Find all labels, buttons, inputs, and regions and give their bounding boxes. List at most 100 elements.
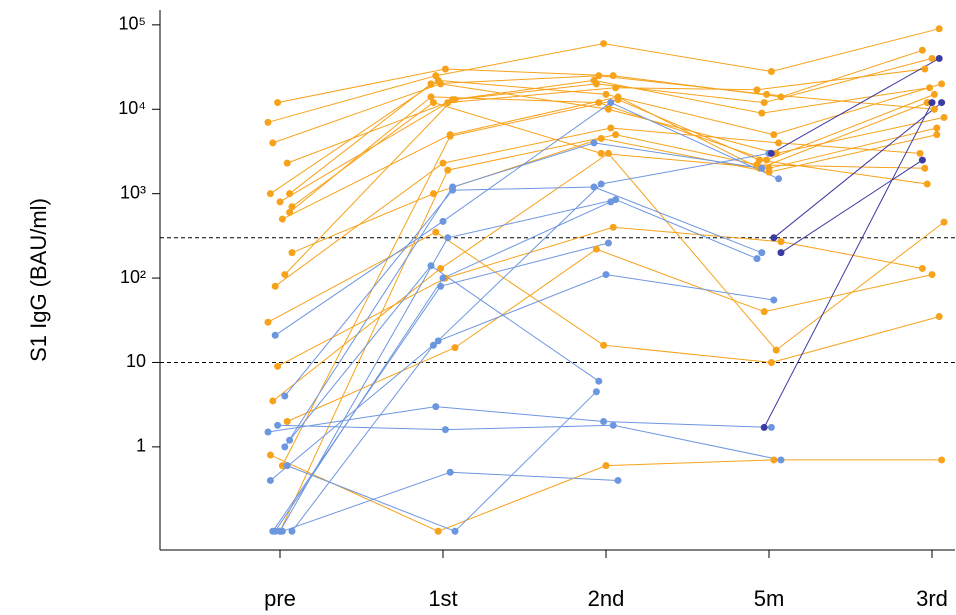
data-point	[938, 80, 946, 88]
series-line	[287, 391, 597, 532]
series-line	[780, 159, 923, 254]
data-point	[439, 274, 447, 282]
series-line	[274, 127, 921, 287]
data-point	[777, 249, 785, 257]
data-point	[444, 234, 452, 242]
data-point	[437, 264, 445, 272]
data-point	[918, 156, 926, 164]
data-point	[451, 344, 459, 352]
x-tick-label: 5m	[754, 586, 785, 611]
series-line	[274, 102, 779, 336]
data-point	[437, 80, 445, 88]
data-point	[432, 403, 440, 411]
data-point	[600, 341, 608, 349]
data-point	[609, 72, 617, 80]
y-tick-label: 10	[126, 351, 146, 371]
data-point	[271, 282, 279, 290]
data-point	[758, 164, 766, 172]
data-point	[597, 135, 605, 143]
data-point	[604, 105, 612, 113]
data-point	[429, 99, 437, 107]
data-point	[283, 417, 291, 425]
data-point	[763, 156, 771, 164]
data-point	[935, 313, 943, 321]
data-point	[276, 198, 284, 206]
data-point	[614, 476, 622, 484]
data-point	[595, 72, 603, 80]
x-tick-label: 1st	[428, 586, 457, 611]
data-point	[264, 118, 272, 126]
data-point	[439, 159, 447, 167]
data-point	[439, 217, 447, 225]
data-point	[775, 139, 783, 147]
data-point	[777, 456, 785, 464]
data-point	[760, 99, 768, 107]
data-point	[271, 527, 279, 535]
data-point	[278, 462, 286, 470]
data-point	[602, 90, 610, 98]
data-point	[429, 190, 437, 198]
series-line	[773, 102, 942, 239]
data-point	[609, 421, 617, 429]
data-point	[770, 296, 778, 304]
data-point	[278, 215, 286, 223]
data-point	[597, 149, 605, 157]
series-line	[270, 274, 774, 481]
data-point	[921, 65, 929, 73]
data-point	[264, 428, 272, 436]
data-point	[755, 156, 763, 164]
data-point	[288, 203, 296, 211]
y-tick-label: 10⁵	[119, 14, 146, 34]
y-tick-label: 10⁴	[118, 98, 146, 118]
data-point	[767, 358, 775, 366]
series-line	[281, 99, 928, 466]
data-point	[602, 462, 610, 470]
data-point	[269, 139, 277, 147]
series-line	[771, 57, 940, 154]
series-line	[763, 102, 933, 428]
series-line	[291, 134, 937, 254]
data-point	[614, 96, 622, 104]
data-point	[441, 65, 449, 73]
data-point	[595, 377, 603, 385]
data-point	[264, 318, 272, 326]
data-point	[935, 25, 943, 33]
data-point	[923, 99, 931, 107]
series-line	[291, 152, 770, 532]
data-point	[604, 149, 612, 157]
data-point	[918, 264, 926, 272]
data-point	[938, 99, 946, 107]
data-point	[604, 239, 612, 247]
series-line	[272, 152, 945, 402]
data-point	[590, 183, 598, 191]
data-point	[449, 183, 457, 191]
data-point	[760, 308, 768, 316]
series-line	[291, 102, 937, 208]
data-point	[274, 99, 282, 107]
data-point	[753, 255, 761, 263]
data-point	[772, 346, 780, 354]
data-point	[281, 443, 289, 451]
data-point	[288, 527, 296, 535]
data-point	[427, 93, 435, 101]
data-point	[595, 99, 603, 107]
series-line	[274, 201, 612, 532]
data-point	[933, 131, 941, 139]
data-point	[753, 86, 761, 94]
data-point	[590, 76, 598, 84]
x-tick-label: 2nd	[588, 586, 625, 611]
data-point	[933, 124, 941, 132]
series-line	[289, 93, 935, 213]
data-point	[283, 462, 291, 470]
data-point	[760, 423, 768, 431]
data-point	[935, 54, 943, 62]
data-point	[600, 40, 608, 48]
data-point	[444, 166, 452, 174]
data-point	[612, 84, 620, 92]
data-point	[602, 271, 610, 279]
data-point	[940, 113, 948, 121]
data-point	[940, 218, 948, 226]
data-point	[767, 423, 775, 431]
data-point	[938, 456, 946, 464]
data-point	[775, 175, 783, 183]
